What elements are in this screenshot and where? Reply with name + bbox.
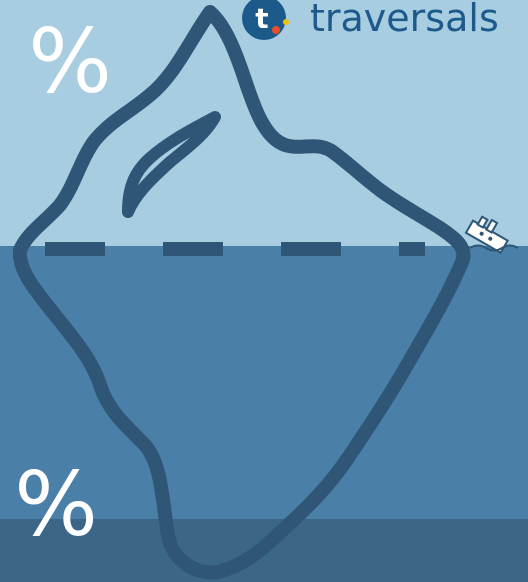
bottom-percent: %	[14, 453, 98, 556]
logo-text: traversals	[310, 0, 499, 40]
infographic: % % t traversals	[0, 0, 528, 582]
logo-glyph: t	[255, 2, 268, 35]
logo-dot	[283, 19, 289, 25]
page: % % t traversals (() => { const data = J…	[0, 0, 528, 582]
logo-dot	[272, 26, 280, 34]
top-percent: %	[28, 10, 112, 113]
